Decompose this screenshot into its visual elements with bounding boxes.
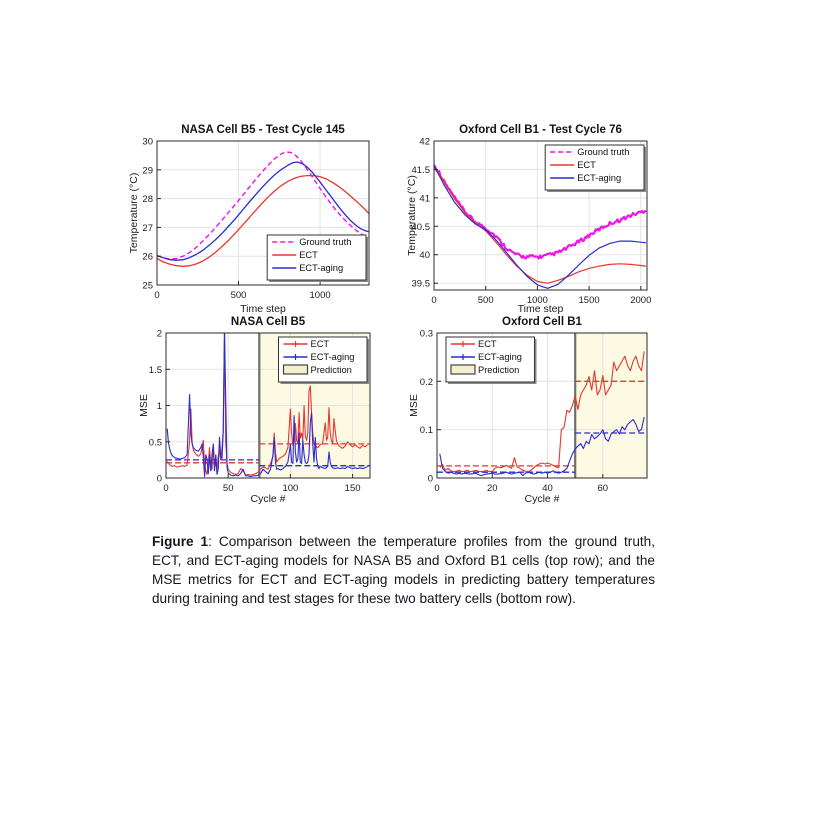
x-tick-label: 50 bbox=[223, 483, 234, 494]
chart-title: NASA Cell B5 bbox=[231, 316, 306, 328]
x-tick-label: 40 bbox=[542, 483, 553, 494]
legend-label: Prediction bbox=[311, 365, 352, 375]
x-tick-label: 1000 bbox=[310, 290, 331, 301]
series-ect-aging bbox=[439, 416, 645, 477]
series-ect bbox=[157, 174, 369, 267]
y-tick-label: 1 bbox=[157, 401, 162, 412]
x-axis-label: Time step bbox=[518, 303, 564, 315]
legend-label: ECT bbox=[311, 339, 330, 349]
chart-oxford-mse: 0 20 40 60 0 0.1 0.2 0.3 Oxford Cell B1 Cycle # MS… bbox=[408, 310, 658, 506]
x-axis-label: Cycle # bbox=[524, 493, 559, 505]
x-tick-label: 2000 bbox=[630, 295, 651, 306]
y-tick-label: 0.3 bbox=[420, 329, 433, 340]
x-tick-label: 0 bbox=[154, 290, 159, 301]
y-tick-label: 0 bbox=[157, 474, 162, 485]
chart-title: Oxford Cell B1 - Test Cycle 76 bbox=[459, 124, 622, 136]
x-tick-label: 100 bbox=[282, 483, 298, 494]
y-tick-label: 29 bbox=[142, 165, 153, 176]
legend-label: ECT-aging bbox=[311, 352, 355, 362]
chart-nasa-mse: 0 50 100 150 0 0.5 1 1.5 2 NASA Cell B5 Cycle # MSE… bbox=[138, 310, 382, 506]
x-tick-label: 0 bbox=[163, 483, 168, 494]
y-tick-label: 40 bbox=[419, 250, 430, 261]
y-tick-label: 0 bbox=[428, 474, 433, 485]
y-tick-label: 1.5 bbox=[149, 365, 162, 376]
chart-title: Oxford Cell B1 bbox=[502, 316, 582, 328]
y-tick-label: 41 bbox=[419, 193, 430, 204]
y-tick-label: 0.5 bbox=[149, 437, 162, 448]
x-tick-label: 0 bbox=[431, 295, 436, 306]
y-tick-label: 0.2 bbox=[420, 377, 433, 388]
y-tick-label: 27 bbox=[142, 223, 153, 234]
prediction-region bbox=[575, 333, 647, 478]
x-tick-label: 0 bbox=[434, 483, 439, 494]
legend-label: ECT bbox=[478, 339, 497, 349]
figure-caption-label: Figure 1 bbox=[152, 533, 209, 549]
y-tick-label: 40.5 bbox=[412, 222, 431, 233]
y-tick-label: 39.5 bbox=[412, 279, 431, 290]
chart-title: NASA Cell B5 - Test Cycle 145 bbox=[181, 124, 345, 136]
x-tick-label: 20 bbox=[487, 483, 498, 494]
series-ect-aging bbox=[434, 165, 647, 289]
series-ect bbox=[439, 351, 645, 473]
y-tick-label: 25 bbox=[142, 281, 153, 292]
x-tick-label: 60 bbox=[598, 483, 609, 494]
x-axis-label: Time step bbox=[240, 303, 286, 315]
legend-label: ECT bbox=[577, 160, 596, 170]
x-tick-label: 500 bbox=[478, 295, 494, 306]
x-axis-label: Cycle # bbox=[250, 493, 285, 505]
y-tick-label: 28 bbox=[142, 194, 153, 205]
series-ground-truth bbox=[157, 151, 369, 260]
figure-caption-text: : Comparison between the temperature pro… bbox=[152, 533, 655, 607]
legend-label: Ground truth bbox=[299, 237, 351, 247]
y-tick-label: 2 bbox=[157, 329, 162, 340]
legend-label: Ground truth bbox=[577, 147, 629, 157]
y-axis-label: Temperature (°C) bbox=[406, 175, 418, 256]
y-axis-label: Temperature (°C) bbox=[128, 173, 140, 254]
x-tick-label: 500 bbox=[231, 290, 247, 301]
x-tick-label: 150 bbox=[345, 483, 361, 494]
y-tick-label: 41.5 bbox=[412, 165, 431, 176]
y-tick-label: 30 bbox=[142, 137, 153, 148]
series-ect-aging bbox=[166, 333, 368, 478]
chart-nasa-temperature: 0 500 1000 25 26 27 28 29 30 NASA Cell B5 - Test … bbox=[128, 118, 380, 316]
legend-label: ECT bbox=[299, 250, 318, 260]
legend-label: ECT-aging bbox=[478, 352, 522, 362]
y-tick-label: 26 bbox=[142, 252, 153, 263]
y-tick-label: 42 bbox=[419, 137, 430, 148]
chart-oxford-temperature: 0 500 1000 1500 2000 39.5 40 40.5 41 41.5 42 Oxford… bbox=[406, 118, 658, 316]
legend-label: Prediction bbox=[478, 365, 519, 375]
legend-label: ECT-aging bbox=[299, 263, 343, 273]
series-ect bbox=[434, 165, 647, 284]
series-ground-truth bbox=[434, 164, 647, 260]
legend-label: ECT-aging bbox=[577, 173, 621, 183]
y-tick-label: 0.1 bbox=[420, 425, 433, 436]
x-tick-label: 1000 bbox=[527, 295, 548, 306]
x-tick-label: 1500 bbox=[579, 295, 600, 306]
series-ect-aging bbox=[157, 161, 369, 261]
figure-caption: Figure 1: Comparison between the tempera… bbox=[152, 532, 655, 609]
y-axis-label: MSE bbox=[138, 394, 150, 417]
y-axis-label: MSE bbox=[408, 394, 420, 417]
